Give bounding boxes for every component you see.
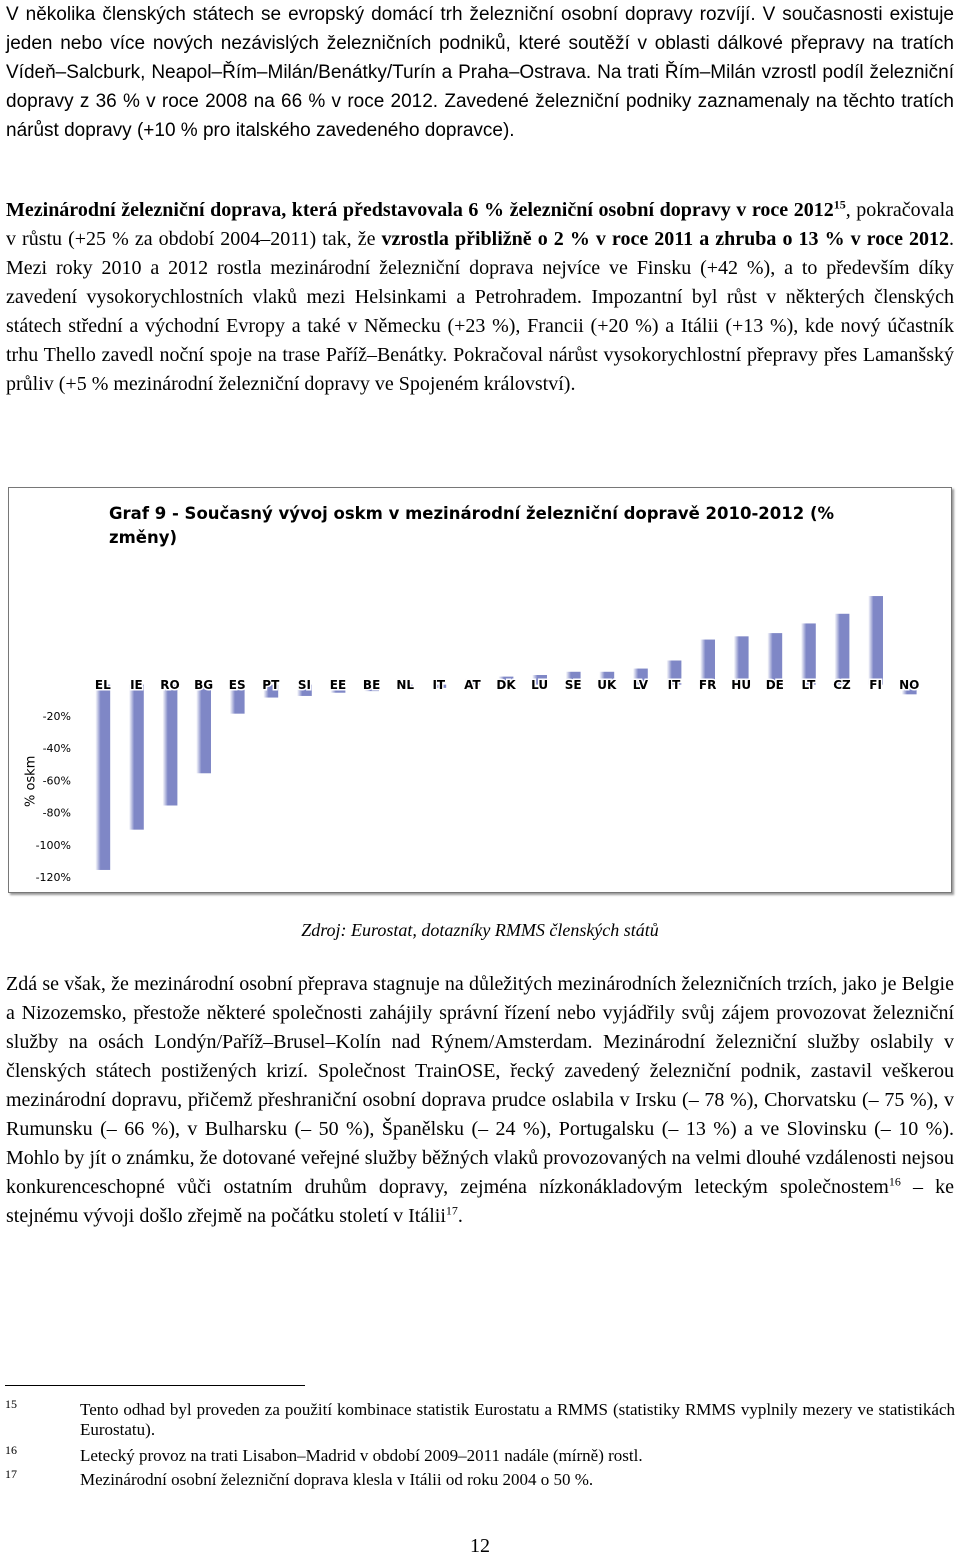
x-tick-label: SI [298,678,311,692]
x-tick-label: BE [363,678,380,692]
paragraph: V několika členských státech se evropský… [6,0,954,145]
x-tick-label: SE [565,678,582,692]
text-run: , pokračovala v růstu (+25 % za období 2… [6,199,954,250]
paragraph: Mezinárodní železniční doprava, která př… [6,196,954,399]
bar [901,684,917,695]
x-tick-label: FI [869,678,882,692]
x-tick-label: UK [597,678,617,692]
text-run: . [457,1205,463,1227]
x-tick-label: DE [766,678,784,692]
bar [767,633,783,685]
text-run: V několika členských státech se evropský… [6,4,954,141]
footnote-number: 15 [5,1397,17,1411]
text-run: Zdá se však, že mezinárodní osobní přepr… [6,973,954,1198]
footnote-text: Tento odhad byl proveden za použití komb… [80,1400,955,1439]
x-tick-label: LU [531,678,548,692]
x-tick-label: EL [95,678,111,692]
bar [263,684,279,698]
x-tick-label: FR [699,678,716,692]
y-tick-label: -120% [36,871,71,884]
y-tick-label: -60% [43,774,71,787]
x-tick-label: RO [160,678,179,692]
footnote-ref: 16 [888,1174,901,1189]
y-tick-label: -40% [43,742,71,755]
x-tick-label: HU [731,678,751,692]
bar [364,684,379,692]
bar [498,676,514,685]
bar [162,684,178,806]
bar [599,671,615,685]
footnote-text: Mezinárodní osobní železniční doprava kl… [80,1470,594,1489]
footnote-ref: 17 [445,1203,458,1218]
x-tick-label: NL [396,678,414,692]
y-tick-label: -20% [43,710,71,723]
bar [229,684,245,714]
page-number: 12 [470,1535,490,1557]
bar [129,684,144,830]
bar [330,684,346,693]
bar [397,684,413,690]
chart-svg: % oskm -20% -40% -60% -80% -100% -120% EL IE RO BG… [24,596,921,884]
x-tick-label: CZ [833,678,851,692]
paragraph: Zdá se však, že mezinárodní osobní přepr… [6,970,954,1231]
bar [565,671,581,685]
y-axis-title: % oskm [24,756,39,807]
footnote-number: 16 [5,1443,17,1457]
x-tick-label: LT [801,678,816,692]
footnote-rule [5,1385,305,1386]
bar [95,684,111,870]
x-tick-label: IT [432,678,445,692]
chart: % oskm -20% -40% -60% -80% -100% -120% EL IE RO BG… [8,487,952,893]
x-tick-label: BG [194,678,213,692]
bold-text: vzrostla přibližně o 2 % v roce 2011 a z… [381,228,950,250]
bar [532,675,547,685]
x-tick-label: PT [262,678,280,692]
x-tick-label: ES [229,678,246,692]
chart-title: Graf 9 - Současný vývoj oskm v mezinárod… [109,504,835,547]
bar [868,596,883,685]
bar [834,613,850,685]
footnote-text: Letecký provoz na trati Lisabon–Madrid v… [80,1446,643,1465]
x-tick-label: LV [633,678,649,692]
bar [801,623,816,685]
bar [733,636,749,685]
figure-source: Zdroj: Eurostat, dotazníky RMMS členskýc… [301,920,659,940]
bold-text: Mezinárodní železniční doprava, která př… [6,199,834,221]
x-tick-label: IT [668,678,681,692]
text-run: – ke stejnému vývoji došlo zřejmě na poč… [6,1176,954,1227]
bar [633,668,648,685]
y-tick-label: -100% [36,839,71,852]
bar [465,679,480,685]
bar [297,684,312,696]
x-tick-label: NO [899,678,919,692]
x-tick-label: AT [464,678,481,692]
x-tick-label: DK [496,678,516,692]
x-tick-label: IE [130,678,143,692]
x-tick-label: EE [330,678,346,692]
bar [431,684,447,688]
text-run: . Mezi roky 2010 a 2012 rostla mezinárod… [6,228,955,395]
bar [700,639,715,685]
footnote-number: 17 [5,1467,17,1481]
y-tick-label: -80% [43,807,71,820]
footnote-ref: 15 [833,197,846,212]
bar [196,684,211,774]
bar [666,660,682,685]
